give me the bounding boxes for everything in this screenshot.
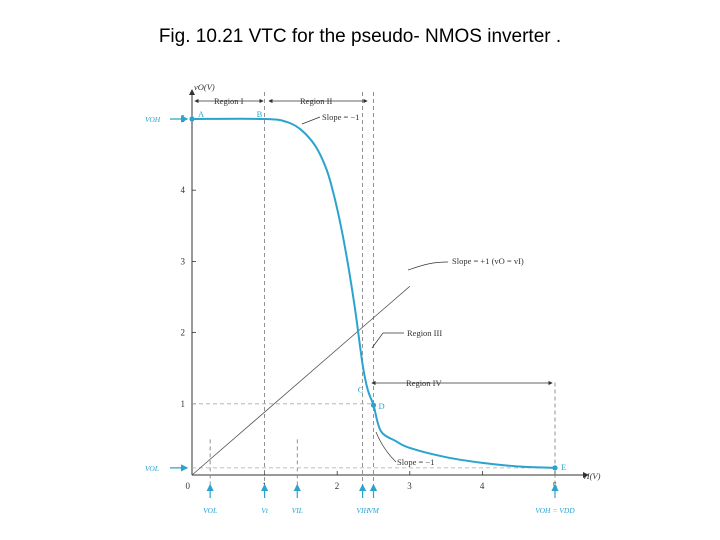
slope-annotations: Slope = −1 Slope = +1 (vO = vI) Slope = … — [301, 112, 524, 467]
y-axis-label: vO(V) — [194, 82, 215, 92]
slope-bottom-label: Slope = −1 — [397, 457, 434, 467]
x-tick-label: 3 — [407, 481, 412, 491]
region-annotations: Region I Region II Region III Region IV — [194, 96, 553, 388]
vtc-curve — [191, 117, 556, 469]
x-axis-label: vI(V) — [583, 471, 601, 481]
x-tick-label: 0 — [186, 481, 191, 491]
y-marker-label: VOL — [145, 464, 159, 473]
slide-title: Fig. 10.21 VTC for the pseudo- NMOS inve… — [158, 26, 562, 47]
y-tick-label: 3 — [181, 256, 186, 266]
x-marker-label: VIH — [356, 506, 369, 515]
y-marker-label: VOH — [145, 115, 161, 124]
point-b-label: B — [257, 109, 263, 119]
point-d-dot — [370, 402, 377, 408]
point-d-label: D — [379, 401, 385, 411]
x-marker-label: Vt — [261, 506, 269, 515]
point-e-dot — [552, 465, 558, 471]
point-e-label: E — [561, 462, 566, 472]
x-marker-label: VIL — [292, 506, 303, 515]
point-a-dot — [189, 116, 195, 122]
slope-plus-one-label: Slope = +1 (vO = vI) — [452, 256, 524, 266]
point-c-label: C — [358, 385, 364, 395]
region-2-label: Region II — [300, 96, 333, 106]
y-tick-label: 1 — [181, 399, 186, 409]
x-marker-label: VOH = VDD — [535, 506, 575, 515]
x-tick-label: 2 — [335, 481, 340, 491]
region-1-label: Region I — [214, 96, 244, 106]
region-3-label: Region III — [407, 328, 442, 338]
unity-line — [191, 286, 411, 476]
region-4-label: Region IV — [406, 378, 443, 388]
y-tick-label: 2 — [181, 328, 186, 338]
x-marker-label: VOL — [203, 506, 217, 515]
slope-top-label: Slope = −1 — [322, 112, 359, 122]
y-tick-label: 4 — [181, 185, 186, 195]
x-tick-label: 4 — [480, 481, 485, 491]
point-a-label: A — [198, 109, 205, 119]
x-marker-label: VM — [368, 506, 380, 515]
